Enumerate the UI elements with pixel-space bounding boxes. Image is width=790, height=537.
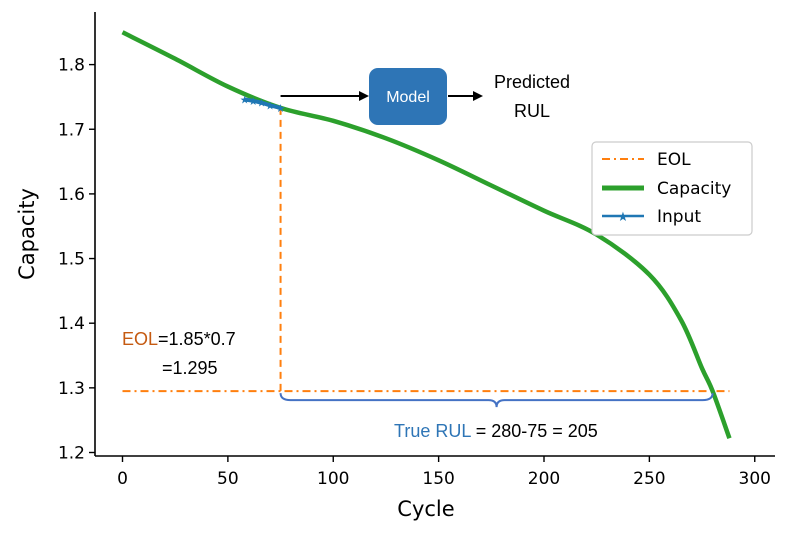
y-axis-title: Capacity [15, 188, 39, 280]
y-tick-label: 1.3 [58, 379, 85, 399]
eol-formula-prefix: EOL [122, 329, 158, 349]
input-star-marker: ★ [240, 94, 250, 107]
y-tick-label: 1.6 [58, 185, 85, 205]
series-layer: ★★★★ ★ [121, 30, 732, 440]
legend-box [591, 141, 753, 236]
eol-formula-line1: EOL=1.85*0.7 [122, 329, 236, 349]
input-star-marker: ★ [248, 95, 258, 108]
y-tick-label: 1.4 [58, 314, 85, 334]
eol-formula-text: =1.85*0.7 [158, 329, 236, 349]
y-tick-label: 1.2 [58, 444, 85, 464]
x-tick-label: 100 [317, 469, 349, 489]
model-block: Model [369, 68, 447, 125]
predicted-rul-line2: RUL [514, 101, 550, 121]
x-axis-ticks: 0 50 100 150 200 250 300 [117, 456, 771, 489]
legend-input-marker: ★ [617, 210, 629, 225]
input-star-marker: ★ [276, 102, 286, 115]
capacity-curve [121, 30, 732, 440]
legend-input-label: Input [657, 207, 701, 227]
y-tick-label: 1.7 [58, 120, 85, 140]
legend: EOL Capacity ★ Input [591, 141, 753, 236]
true-rul-text: True RUL = 280-75 = 205 [394, 421, 598, 441]
input-star-marker: ★ [257, 97, 267, 110]
x-axis-title: Cycle [397, 497, 454, 521]
x-tick-label: 150 [422, 469, 454, 489]
model-label: Model [386, 89, 430, 106]
x-tick-label: 200 [528, 469, 560, 489]
predicted-rul-line1: Predicted [494, 72, 570, 92]
y-tick-label: 1.5 [58, 250, 85, 270]
true-rul-prefix: True RUL [394, 421, 471, 441]
y-tick-label: 1.8 [58, 56, 85, 76]
input-star-marker: ★ [265, 99, 275, 112]
x-tick-label: 250 [633, 469, 665, 489]
legend-eol-label: EOL [657, 150, 691, 170]
x-tick-label: 300 [739, 469, 771, 489]
true-rul-brace [279, 393, 714, 408]
annotation-layer [279, 91, 714, 408]
eol-formula-line2: =1.295 [162, 358, 218, 378]
model-box [369, 68, 447, 125]
legend-capacity-label: Capacity [657, 179, 731, 199]
y-axis-ticks: 1.2 1.3 1.4 1.5 1.6 1.7 1.8 [58, 56, 95, 464]
input-segment [244, 97, 282, 110]
x-tick-label: 0 [117, 469, 128, 489]
true-rul-formula: = 280-75 = 205 [471, 421, 598, 441]
x-tick-label: 50 [217, 469, 239, 489]
